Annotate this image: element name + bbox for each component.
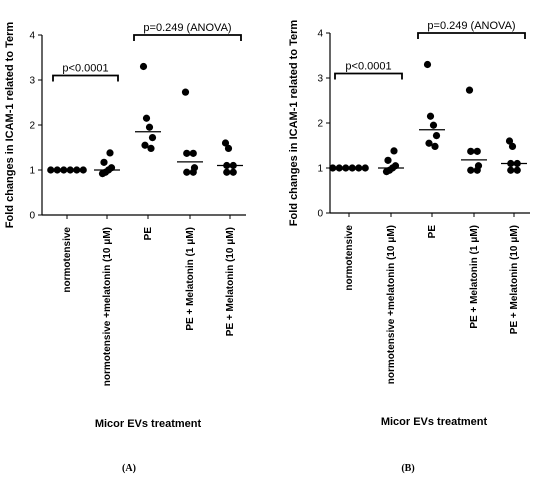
data-point — [148, 134, 157, 142]
data-point — [513, 166, 521, 174]
data-point — [473, 147, 481, 155]
data-point — [221, 139, 230, 147]
significance-label: p<0.0001 — [62, 63, 108, 75]
data-point — [432, 132, 441, 140]
x-tick-label: normotensive +melatonin (10 μM) — [386, 225, 397, 384]
x-tick-label: PE — [143, 227, 154, 241]
data-point — [189, 168, 197, 176]
data-point — [465, 86, 474, 94]
data-point — [467, 166, 475, 174]
significance-label: p=0.249 (ANOVA) — [427, 20, 515, 32]
x-tick-label: normotensive — [62, 227, 73, 293]
data-point — [505, 137, 514, 145]
x-tick-label: normotensive — [344, 225, 355, 291]
data-point — [467, 147, 475, 155]
data-point — [145, 123, 154, 131]
x-tick-label: normotensive +melatonin (10 μM) — [102, 227, 113, 386]
significance-label: p<0.0001 — [345, 61, 391, 73]
data-point — [100, 158, 108, 166]
y-tick-label: 2 — [29, 121, 35, 132]
y-tick-label: 0 — [317, 209, 323, 220]
data-point — [423, 60, 432, 69]
y-tick-label: 0 — [29, 211, 35, 222]
y-tick-label: 1 — [29, 166, 35, 177]
x-axis-title: Micor EVs treatment — [381, 416, 488, 428]
x-tick-label: PE + Melatonin (1 μM) — [185, 227, 196, 331]
data-point — [425, 139, 433, 147]
significance-bracket — [417, 32, 526, 39]
significance-label: p=0.249 (ANOVA) — [143, 22, 231, 34]
data-point — [508, 142, 517, 150]
data-point — [139, 62, 148, 71]
y-tick-label: 4 — [29, 31, 35, 42]
data-point — [361, 164, 369, 172]
data-point — [142, 114, 151, 122]
data-point — [329, 164, 337, 172]
data-point — [79, 166, 87, 174]
data-point — [183, 149, 191, 157]
y-tick-label: 1 — [317, 164, 323, 175]
x-tick-label: PE — [427, 225, 438, 239]
significance-bracket — [52, 74, 119, 82]
data-point — [426, 112, 435, 120]
x-tick-label: PE + Melatonin (10 μM) — [509, 225, 520, 334]
x-tick-label: PE + Melatonin (10 μM) — [225, 227, 236, 336]
y-tick-label: 2 — [317, 119, 323, 130]
y-axis-title: Fold changes in ICAM-1 related to Term — [4, 22, 16, 229]
y-axis-title: Fold changes in ICAM-1 related to Term — [288, 20, 300, 227]
data-point — [147, 144, 155, 152]
data-point — [429, 121, 438, 129]
data-point — [183, 168, 191, 176]
significance-bracket — [133, 34, 242, 41]
data-point — [106, 149, 114, 157]
chart-panel-a: 0 1 2 3 4 Fold changes in ICAM-1 related to T… — [4, 22, 246, 474]
data-point — [181, 88, 190, 96]
y-tick-label: 3 — [29, 76, 35, 87]
data-point — [384, 156, 392, 164]
data-point — [189, 149, 197, 157]
chart-panel-b: 0 1 2 3 4 Fold changes in ICAM-1 related to T… — [288, 20, 530, 474]
data-point — [431, 142, 439, 150]
data-point — [390, 147, 398, 155]
panel-label: (B) — [401, 463, 414, 474]
data-point — [223, 168, 231, 176]
x-axis-title: Micor EVs treatment — [95, 418, 202, 430]
x-tick-label: PE + Melatonin (1 μM) — [469, 225, 480, 329]
panel-label: (A) — [122, 463, 136, 474]
data-point — [473, 166, 481, 174]
data-point — [229, 168, 237, 176]
significance-bracket — [334, 72, 403, 80]
y-tick-label: 4 — [317, 29, 323, 40]
data-point — [47, 166, 55, 174]
y-tick-label: 3 — [317, 74, 323, 85]
data-point — [507, 166, 515, 174]
data-point — [224, 144, 233, 152]
data-point — [141, 141, 149, 149]
